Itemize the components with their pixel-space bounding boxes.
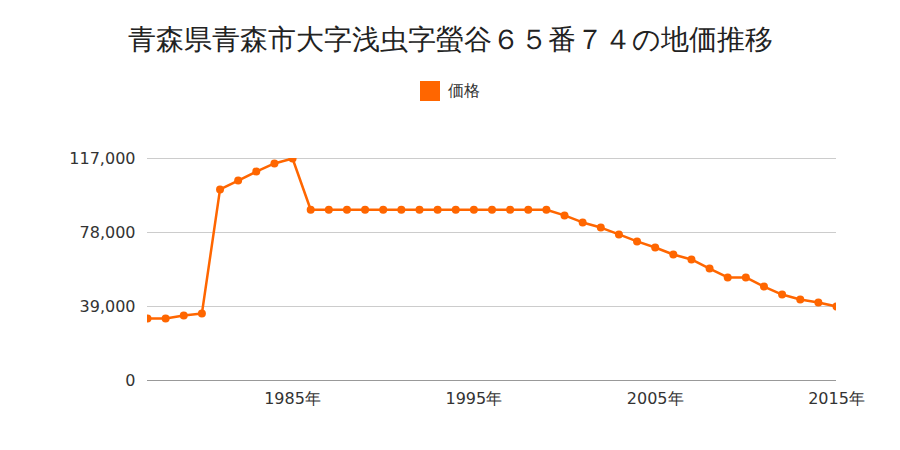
html-text:価格: 価格 [448, 80, 480, 100]
svg-text:39,000: 39,000 [80, 297, 136, 316]
svg-text:0: 0 [125, 371, 135, 390]
svg-text:2015年: 2015年 [808, 389, 865, 408]
svg-text:2005年: 2005年 [627, 389, 684, 408]
html-text:青森県青森市大字浅虫字螢谷６５番７４の地価推移: 青森県青森市大字浅虫字螢谷６５番７４の地価推移 [127, 23, 773, 56]
svg-text:1985年: 1985年 [264, 389, 321, 408]
svg-text:78,000: 78,000 [80, 223, 136, 242]
svg-text:1995年: 1995年 [446, 389, 503, 408]
svg-text:117,000: 117,000 [69, 149, 135, 168]
